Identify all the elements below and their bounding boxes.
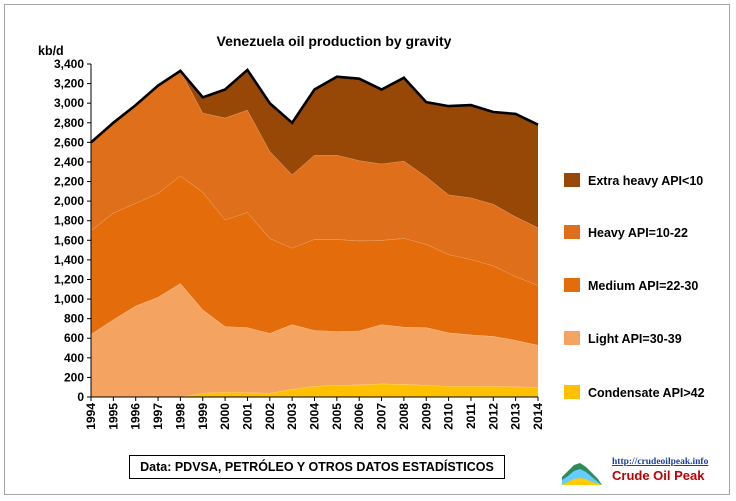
legend-swatch	[564, 331, 580, 345]
y-tick-label: 3,200	[54, 77, 84, 91]
y-tick-labels: 0 200 400 600 800 1,000 1,200 1,400 1,600 1,800 2,…	[54, 57, 91, 404]
y-tick-label: 1,800	[54, 214, 84, 228]
x-tick-label: 2014	[531, 403, 545, 430]
legend-swatch	[564, 173, 580, 187]
crude-oil-peak-logo	[562, 463, 602, 485]
area-series-3	[91, 175, 538, 346]
y-tick-label: 2,600	[54, 135, 84, 149]
y-axis-unit-label: kb/d	[38, 44, 64, 58]
x-tick-label: 2010	[442, 403, 456, 430]
x-tick-label: 2006	[352, 403, 366, 430]
area-series-1	[91, 383, 538, 397]
legend-swatch	[564, 225, 580, 239]
area-series-4	[91, 70, 538, 286]
x-tick-label: 2008	[397, 403, 411, 430]
y-tick-label: 3,400	[54, 57, 84, 71]
legend-label: Medium API=22-30	[588, 279, 698, 293]
chart-title: Venezuela oil production by gravity	[217, 33, 452, 49]
x-tick-label: 2007	[375, 403, 389, 430]
logo-name: Crude Oil Peak	[612, 468, 705, 483]
legend: Extra heavy API<10 Heavy API=10-22 Medium …	[564, 173, 705, 400]
legend-label: Light API=30-39	[588, 332, 682, 346]
x-tick-label: 1998	[173, 403, 187, 430]
legend-swatch	[564, 385, 580, 399]
area-series-2	[91, 283, 538, 397]
x-tick-label: 2000	[218, 403, 232, 430]
x-tick-label: 2009	[419, 403, 433, 430]
source-note: Data: PDVSA, PETRÓLEO Y OTROS DATOS ESTA…	[129, 455, 505, 479]
legend-label: Condensate API>42	[588, 386, 705, 400]
y-tick-label: 800	[64, 312, 84, 326]
y-tick-label: 400	[64, 351, 84, 365]
x-tick-label: 2004	[308, 403, 322, 430]
x-tick-label: 1994	[84, 403, 98, 430]
x-tick-label: 1999	[196, 403, 210, 430]
logo-url-link[interactable]: http://crudeoilpeak.info	[612, 457, 709, 467]
x-tick-label: 2003	[285, 403, 299, 430]
y-tick-label: 3,000	[54, 96, 84, 110]
total-production-line	[90, 67, 539, 144]
y-tick-label: 0	[77, 390, 84, 404]
y-tick-label: 2,000	[54, 194, 84, 208]
y-tick-label: 1,400	[54, 253, 84, 267]
y-tick-label: 2,800	[54, 116, 84, 130]
x-tick-label: 2011	[464, 403, 478, 429]
y-tick-label: 2,400	[54, 155, 84, 169]
legend-swatch	[564, 278, 580, 292]
y-tick-label: 600	[64, 331, 84, 345]
x-tick-label: 1996	[129, 403, 143, 430]
area-series-5	[91, 69, 538, 228]
x-tick-label: 2013	[509, 403, 523, 430]
x-tick-label: 2002	[263, 403, 277, 430]
x-tick-label: 2001	[240, 403, 254, 430]
x-tick-label: 2012	[486, 403, 500, 430]
y-tick-label: 1,000	[54, 292, 84, 306]
y-tick-label: 1,200	[54, 272, 84, 286]
y-tick-label: 2,200	[54, 175, 84, 189]
x-tick-label: 1997	[151, 403, 165, 430]
x-tick-label: 1995	[106, 403, 120, 430]
legend-label: Extra heavy API<10	[588, 174, 703, 188]
area-series-group	[90, 67, 539, 398]
y-tick-label: 200	[64, 370, 84, 384]
x-tick-labels: 1994 1995 1996 1997 1998 1999 2000 2001 2002 2003…	[84, 397, 545, 430]
y-tick-label: 1,600	[54, 233, 84, 247]
legend-label: Heavy API=10-22	[588, 226, 688, 240]
logo-peak-graphic-icon	[562, 463, 602, 485]
x-tick-label: 2005	[330, 403, 344, 430]
